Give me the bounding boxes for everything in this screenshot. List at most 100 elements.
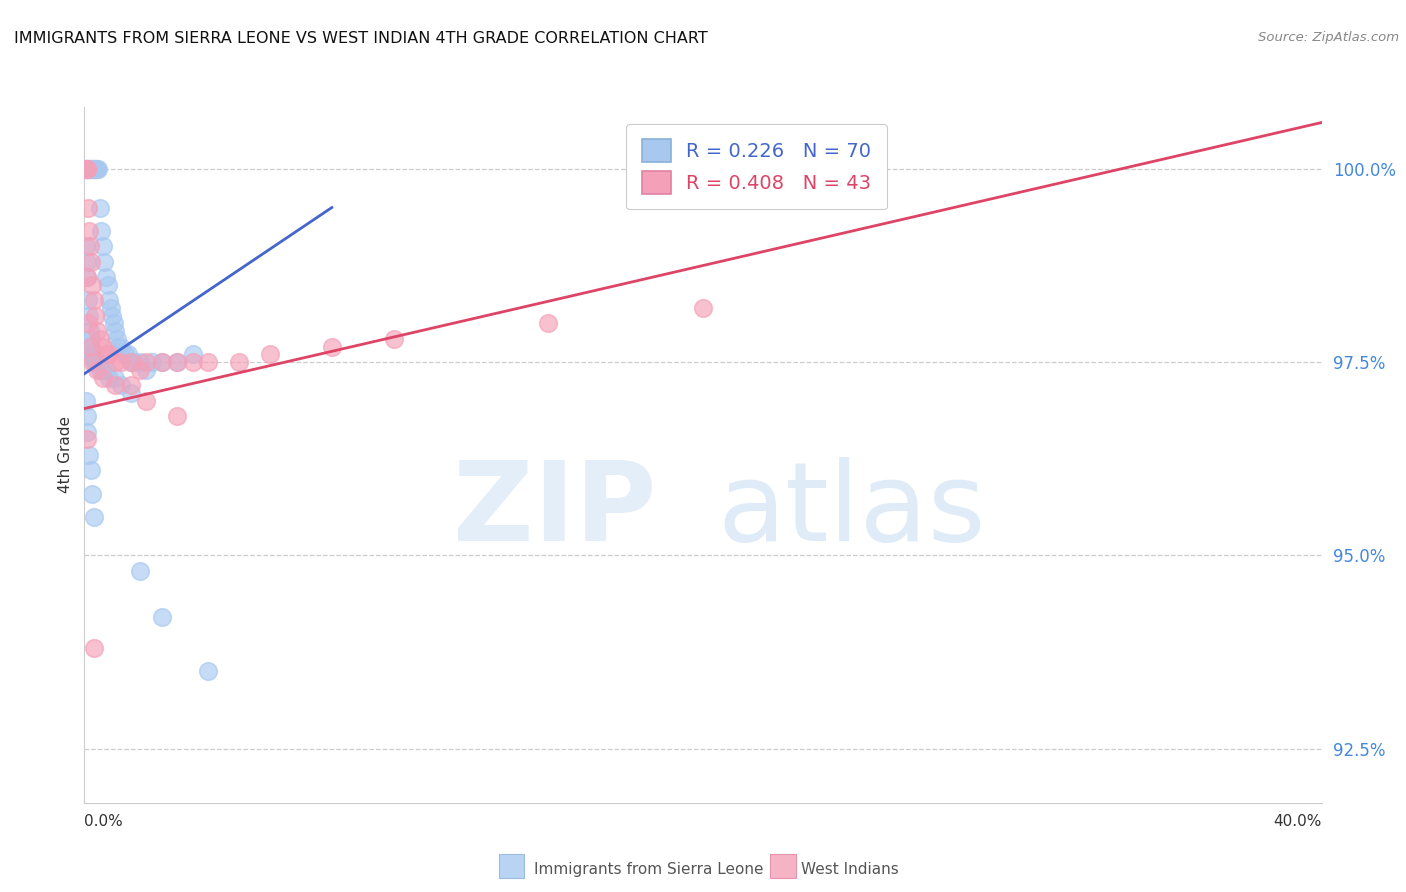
Point [692,301,714,315]
Point [83,509,105,524]
Point [82,161,104,176]
Point [135,355,157,369]
Point [166,355,188,369]
Point [150,355,173,369]
Point [93,254,115,268]
Point [76,254,98,268]
Point [77,161,100,176]
Point [129,363,152,377]
Point [120,355,142,369]
Point [104,370,127,384]
Point [91,363,114,377]
Point [122,355,145,369]
Point [82,486,104,500]
Point [135,393,157,408]
Point [120,378,142,392]
Point [94,363,117,377]
Text: West Indians: West Indians [801,863,900,877]
Point [110,340,132,354]
Point [90,224,112,238]
Text: 40.0%: 40.0% [1274,814,1322,830]
Point [84,309,107,323]
Text: Immigrants from Sierra Leone: Immigrants from Sierra Leone [534,863,763,877]
Point [321,340,343,354]
Point [76,161,98,176]
Point [84,161,107,176]
Point [76,161,98,176]
Point [86,324,108,338]
Point [76,425,98,439]
Point [181,347,204,361]
Point [77,317,100,331]
Point [166,355,188,369]
Point [100,301,122,315]
Point [75,161,97,176]
Point [80,161,103,176]
Point [228,355,250,369]
Point [97,277,120,292]
Text: atlas: atlas [717,457,986,564]
Text: Source: ZipAtlas.com: Source: ZipAtlas.com [1258,31,1399,45]
Point [105,332,128,346]
Point [79,324,101,338]
Point [77,448,100,462]
Point [91,239,114,253]
Point [79,239,101,253]
Point [79,254,101,268]
Point [259,347,281,361]
Point [83,293,105,308]
Point [77,224,100,238]
Point [98,370,121,384]
Point [197,665,219,679]
Point [103,317,125,331]
Point [104,355,127,369]
Point [150,355,173,369]
Point [129,355,152,369]
Point [104,378,127,392]
Point [82,347,104,361]
Text: ZIP: ZIP [453,457,657,564]
Point [79,332,101,346]
Point [77,293,100,308]
Point [77,201,100,215]
Point [83,641,105,656]
Point [83,161,105,176]
Point [87,161,110,176]
Point [89,201,111,215]
Point [84,355,107,369]
Point [77,161,100,176]
Point [77,309,100,323]
Point [91,370,114,384]
Point [104,324,127,338]
Point [181,355,204,369]
Text: 0.0%: 0.0% [84,814,124,830]
Point [94,270,117,285]
Point [197,355,219,369]
Point [86,355,108,369]
Point [537,317,560,331]
Point [79,463,101,477]
Y-axis label: 4th Grade: 4th Grade [58,417,73,493]
Point [75,239,97,253]
Point [110,378,132,392]
Point [107,340,129,354]
Point [89,363,111,377]
Text: IMMIGRANTS FROM SIERRA LEONE VS WEST INDIAN 4TH GRADE CORRELATION CHART: IMMIGRANTS FROM SIERRA LEONE VS WEST IND… [14,31,707,46]
Point [79,161,101,176]
Point [80,340,103,354]
Point [382,332,405,346]
Point [135,363,157,377]
Point [117,347,139,361]
Point [86,161,108,176]
Point [82,277,104,292]
Point [76,161,98,176]
Point [120,355,142,369]
Legend: R = 0.226   N = 70, R = 0.408   N = 43: R = 0.226 N = 70, R = 0.408 N = 43 [626,124,887,210]
Point [76,409,98,424]
Point [83,355,105,369]
Point [114,347,136,361]
Point [76,270,98,285]
Point [120,386,142,401]
Point [141,355,163,369]
Point [79,340,101,354]
